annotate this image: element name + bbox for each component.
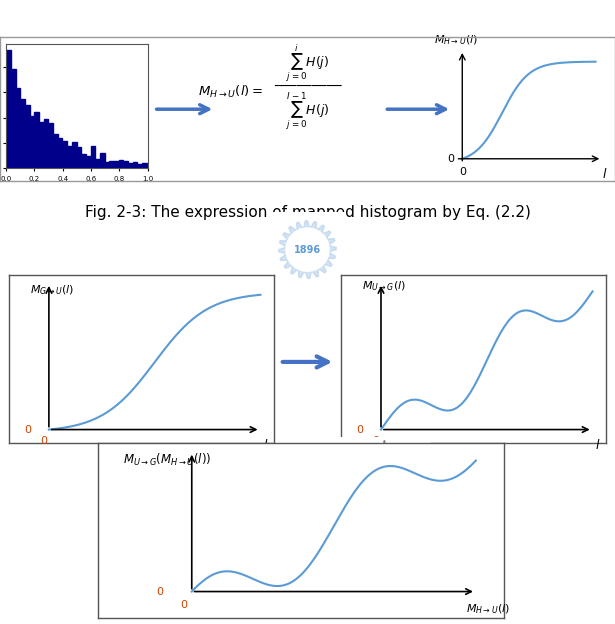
Text: 0: 0 xyxy=(180,600,187,610)
Polygon shape xyxy=(286,228,329,271)
Bar xyxy=(124,162,128,168)
Bar xyxy=(142,163,147,168)
Text: $M_{U \to G}(M_{H \to U}(l))$: $M_{U \to G}(M_{H \to U}(l))$ xyxy=(123,452,211,468)
Text: $M_{U \to G}(l)$: $M_{U \to G}(l)$ xyxy=(362,280,407,293)
Bar xyxy=(76,147,81,168)
Text: $\sum_{j=0}^{I-1} H(j)$: $\sum_{j=0}^{I-1} H(j)$ xyxy=(286,91,329,133)
Polygon shape xyxy=(279,221,336,278)
Text: 1896: 1896 xyxy=(294,245,321,255)
Bar xyxy=(20,99,25,168)
Text: $M_{H \to U}$$(l)$: $M_{H \to U}$$(l)$ xyxy=(434,34,478,47)
Text: $\sum_{j=0}^{i} H(j)$: $\sum_{j=0}^{i} H(j)$ xyxy=(286,42,329,84)
Text: 0: 0 xyxy=(40,436,47,446)
Bar xyxy=(137,164,142,168)
Bar xyxy=(49,123,53,168)
Bar xyxy=(90,146,95,168)
Bar xyxy=(100,153,105,168)
Bar xyxy=(6,50,11,168)
Text: ─────────: ───────── xyxy=(274,80,341,93)
Text: $l$: $l$ xyxy=(602,167,608,180)
Bar xyxy=(11,69,15,168)
Text: $l$: $l$ xyxy=(263,438,268,452)
Text: 0: 0 xyxy=(372,436,379,446)
Bar xyxy=(44,119,49,168)
Bar xyxy=(67,146,72,168)
Bar xyxy=(105,162,109,168)
Bar xyxy=(109,162,114,168)
Text: 0: 0 xyxy=(24,424,31,434)
Text: $M_{H \to U}(l) = $: $M_{H \to U}(l) = $ xyxy=(198,84,263,100)
Bar xyxy=(119,160,124,168)
Bar xyxy=(128,163,133,168)
Bar xyxy=(58,138,63,168)
Bar xyxy=(95,159,100,168)
Bar xyxy=(53,134,58,168)
Text: 0: 0 xyxy=(447,154,454,163)
Text: $M_{G \to U}(l)$: $M_{G \to U}(l)$ xyxy=(30,283,74,296)
Text: Fig. 2-3: The expression of mapped histogram by Eq. (2.2): Fig. 2-3: The expression of mapped histo… xyxy=(85,205,530,220)
Bar xyxy=(39,122,44,168)
Bar xyxy=(133,162,137,168)
Bar xyxy=(30,115,34,168)
Bar xyxy=(63,141,67,168)
Text: $l$: $l$ xyxy=(595,438,600,452)
Bar xyxy=(25,105,30,168)
Bar xyxy=(72,142,76,168)
Text: 0: 0 xyxy=(156,587,163,597)
Bar xyxy=(81,154,86,168)
Text: $M_{H \to U}(l)$: $M_{H \to U}(l)$ xyxy=(466,602,510,616)
Bar xyxy=(15,88,20,168)
Text: 0: 0 xyxy=(459,167,466,177)
Text: 0: 0 xyxy=(356,424,363,434)
Bar xyxy=(34,112,39,168)
Bar xyxy=(114,161,119,168)
Bar xyxy=(86,156,90,168)
